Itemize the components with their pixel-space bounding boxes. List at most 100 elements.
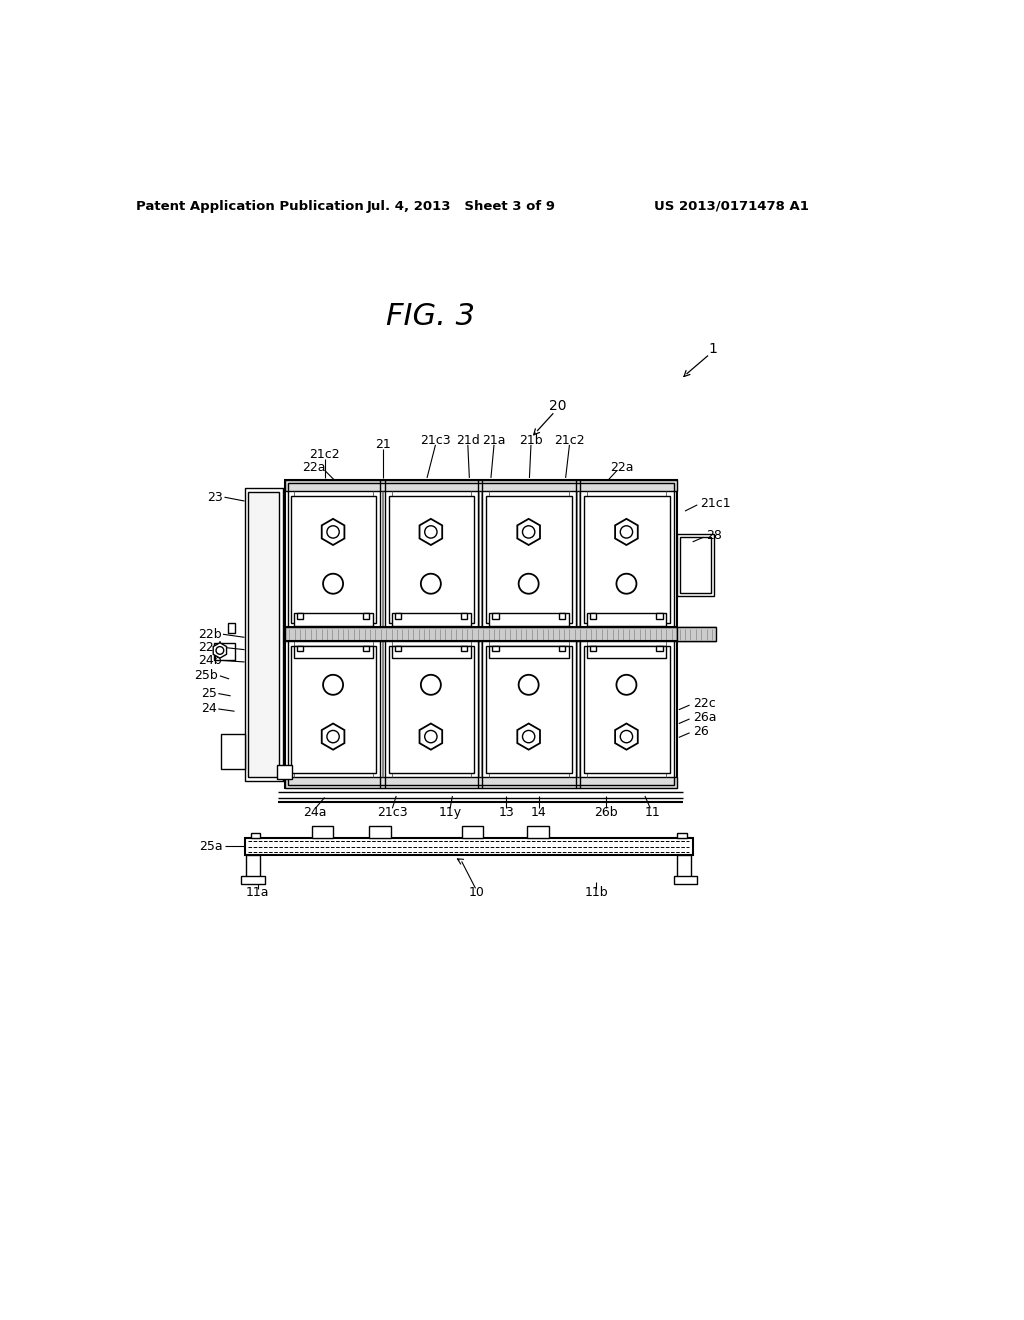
Text: 21c2: 21c2 <box>554 434 585 446</box>
Text: 21c3: 21c3 <box>420 434 451 446</box>
Circle shape <box>616 574 637 594</box>
Bar <box>288 483 674 785</box>
Bar <box>461 614 467 619</box>
Bar <box>251 833 260 838</box>
Bar <box>221 734 245 770</box>
Text: 22d: 22d <box>198 640 221 653</box>
Circle shape <box>323 675 343 694</box>
Bar <box>364 614 370 619</box>
Bar <box>245 838 692 855</box>
Circle shape <box>621 525 633 539</box>
Text: 21b: 21b <box>519 434 543 446</box>
Bar <box>249 492 280 776</box>
Polygon shape <box>322 723 344 750</box>
Text: 21c2: 21c2 <box>309 447 340 461</box>
Bar <box>656 645 663 651</box>
Bar <box>677 855 691 882</box>
Bar <box>587 614 667 626</box>
Text: 22b: 22b <box>198 628 221 640</box>
Circle shape <box>518 574 539 594</box>
Text: 25a: 25a <box>200 840 223 853</box>
Text: 25: 25 <box>201 686 217 700</box>
Text: 1: 1 <box>709 342 717 356</box>
Bar <box>294 614 373 626</box>
Bar <box>214 643 236 660</box>
Bar <box>364 645 370 651</box>
Text: Jul. 4, 2013   Sheet 3 of 9: Jul. 4, 2013 Sheet 3 of 9 <box>368 199 556 213</box>
Circle shape <box>616 675 637 694</box>
Bar <box>294 645 373 659</box>
Text: 23: 23 <box>207 491 223 504</box>
Text: 24: 24 <box>201 702 217 715</box>
Text: 20: 20 <box>549 400 566 413</box>
Text: 26a: 26a <box>692 711 716 723</box>
Bar <box>285 777 677 788</box>
Text: 10: 10 <box>469 887 485 899</box>
Bar <box>276 766 292 779</box>
Bar <box>493 614 499 619</box>
Circle shape <box>621 730 633 743</box>
Polygon shape <box>517 723 540 750</box>
Bar <box>388 645 474 774</box>
Text: 11y: 11y <box>438 807 462 820</box>
Circle shape <box>425 730 437 743</box>
Bar <box>462 826 483 838</box>
Bar <box>291 496 376 623</box>
Circle shape <box>522 730 535 743</box>
Bar <box>242 876 264 884</box>
Text: FIG. 3: FIG. 3 <box>386 302 475 331</box>
Bar <box>489 614 568 626</box>
Bar <box>311 826 333 838</box>
Text: 21c3: 21c3 <box>377 807 408 820</box>
Bar <box>677 833 686 838</box>
Text: 21c1: 21c1 <box>700 496 731 510</box>
Bar <box>559 614 565 619</box>
Bar <box>285 627 677 642</box>
Text: 26: 26 <box>692 725 709 738</box>
Bar <box>391 645 471 659</box>
Text: 24b: 24b <box>198 653 221 667</box>
Circle shape <box>216 647 223 655</box>
Bar <box>486 496 571 623</box>
Circle shape <box>425 525 437 539</box>
Bar <box>493 645 499 651</box>
Circle shape <box>327 525 339 539</box>
Text: 14: 14 <box>530 807 547 820</box>
Polygon shape <box>420 519 442 545</box>
Bar <box>461 645 467 651</box>
Polygon shape <box>420 723 442 750</box>
Text: 28: 28 <box>707 529 722 543</box>
Bar <box>297 614 303 619</box>
Bar <box>297 645 303 651</box>
Text: US 2013/0171478 A1: US 2013/0171478 A1 <box>653 199 809 213</box>
Bar <box>489 645 568 659</box>
Text: 11: 11 <box>645 807 660 820</box>
Bar <box>285 480 677 491</box>
Polygon shape <box>615 723 638 750</box>
Circle shape <box>522 525 535 539</box>
Bar <box>291 645 376 774</box>
Bar <box>590 645 596 651</box>
Text: Patent Application Publication: Patent Application Publication <box>136 199 364 213</box>
Bar <box>584 645 670 774</box>
Circle shape <box>518 675 539 694</box>
Polygon shape <box>615 519 638 545</box>
Text: 24a: 24a <box>303 807 327 820</box>
Bar <box>394 614 400 619</box>
Text: 21: 21 <box>375 438 391 451</box>
Bar <box>370 826 391 838</box>
Circle shape <box>327 730 339 743</box>
Text: 22a: 22a <box>610 462 634 474</box>
Polygon shape <box>213 643 226 659</box>
Bar <box>584 496 670 623</box>
Bar <box>486 645 571 774</box>
Bar <box>227 623 236 632</box>
Bar <box>674 876 697 884</box>
Circle shape <box>421 675 441 694</box>
Bar <box>388 496 474 623</box>
Bar <box>677 627 716 642</box>
Bar <box>285 480 677 788</box>
Bar <box>677 535 714 595</box>
Polygon shape <box>517 519 540 545</box>
Circle shape <box>421 574 441 594</box>
